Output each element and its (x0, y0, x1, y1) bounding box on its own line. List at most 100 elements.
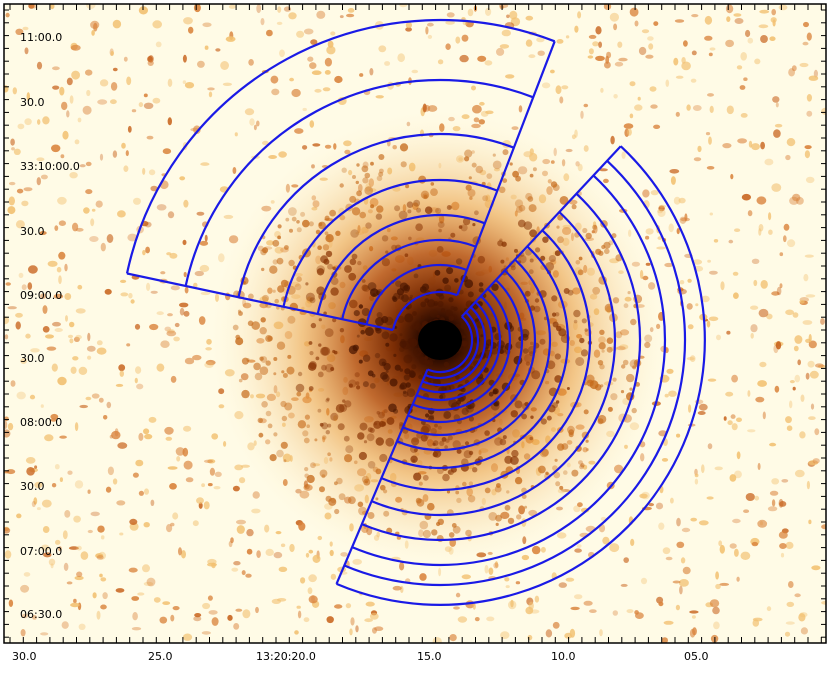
noise-speckle (44, 434, 54, 442)
right-sector-edge (460, 145, 622, 318)
noise-speckle (789, 400, 793, 409)
noise-speckle (174, 322, 180, 328)
noise-speckle (156, 311, 164, 316)
noise-speckle (179, 302, 189, 308)
core-speckle (456, 497, 462, 504)
noise-speckle (120, 279, 127, 283)
noise-speckle (57, 196, 67, 205)
core-speckle (468, 176, 472, 180)
core-speckle (436, 314, 440, 318)
noise-speckle (162, 148, 172, 155)
noise-speckle (799, 431, 806, 439)
core-speckle (575, 357, 585, 366)
noise-speckle (747, 37, 754, 44)
noise-speckle (346, 13, 355, 18)
right-sector-arc (421, 306, 487, 387)
noise-speckle (752, 619, 760, 627)
core-speckle (332, 318, 337, 323)
core-speckle (555, 481, 561, 487)
core-speckle (315, 229, 321, 235)
noise-speckle (58, 546, 62, 552)
core-speckle (317, 371, 324, 378)
noise-speckle (23, 572, 31, 577)
core-speckle (354, 372, 360, 378)
core-speckle (552, 321, 559, 328)
right-sector-arc (389, 245, 570, 469)
core-speckle (397, 315, 405, 323)
noise-speckle (20, 584, 30, 593)
noise-speckle (821, 107, 826, 115)
noise-speckle (666, 368, 674, 374)
noise-speckle (610, 135, 615, 145)
noise-speckle (686, 303, 693, 310)
noise-speckle (681, 527, 691, 533)
noise-speckle (743, 77, 748, 81)
noise-speckle (119, 532, 124, 536)
noise-speckle (727, 420, 733, 426)
noise-speckle (183, 199, 189, 208)
core-speckle (367, 370, 374, 377)
left-sector-arc (282, 178, 498, 307)
noise-speckle (648, 43, 654, 50)
noise-speckle (65, 315, 68, 322)
core-speckle (494, 485, 502, 493)
core-speckle (436, 521, 441, 527)
core-speckle (410, 324, 416, 331)
noise-speckle (709, 212, 713, 216)
core-speckle (403, 374, 410, 381)
y-tick-label: 30.0 (20, 96, 45, 109)
core-speckle (408, 338, 418, 347)
core-speckle (467, 495, 476, 503)
noise-speckle (809, 370, 819, 379)
noise-speckle (540, 546, 546, 553)
core-speckle (274, 298, 280, 304)
core-speckle (444, 445, 448, 449)
core-speckle (375, 327, 382, 334)
noise-speckle (334, 75, 343, 84)
core-speckle (334, 481, 338, 486)
noise-speckle (264, 524, 270, 533)
cluster-core-speckles (232, 143, 653, 542)
core-speckle (399, 282, 409, 291)
core-speckle (355, 381, 360, 386)
noise-speckle (305, 552, 310, 558)
noise-speckle (53, 293, 64, 299)
noise-speckle (307, 56, 314, 62)
noise-speckle (110, 82, 118, 91)
noise-speckle (706, 166, 715, 170)
noise-speckle (34, 465, 38, 469)
noise-speckle (214, 471, 222, 477)
noise-speckle (75, 334, 82, 340)
noise-speckle (330, 31, 336, 36)
core-speckle (304, 467, 309, 472)
core-speckle (464, 279, 474, 289)
core-speckle (342, 399, 346, 403)
core-speckle (370, 288, 379, 297)
noise-speckle (675, 604, 681, 611)
core-speckle (379, 168, 384, 174)
noise-speckle (244, 108, 255, 116)
core-speckle (630, 318, 637, 326)
noise-speckle (800, 627, 809, 635)
core-speckle (437, 221, 445, 229)
core-speckle (445, 309, 453, 317)
core-speckle (375, 317, 384, 326)
core-speckle (455, 375, 460, 380)
axis-ticks (4, 4, 826, 643)
left-sector-arc (125, 18, 556, 274)
noise-speckle (203, 501, 210, 510)
left-sector-arc (341, 238, 477, 320)
core-speckle (559, 485, 564, 490)
noise-speckle (228, 4, 236, 9)
noise-speckle (771, 478, 780, 485)
core-speckle (348, 496, 356, 505)
noise-speckle (202, 602, 211, 610)
noise-speckle (109, 434, 113, 439)
noise-speckle (24, 118, 32, 126)
noise-speckle (369, 612, 379, 620)
noise-speckle (812, 458, 820, 464)
noise-speckle (233, 561, 241, 566)
noise-speckle (592, 41, 599, 47)
noise-speckle (349, 628, 353, 636)
noise-speckle (806, 480, 811, 490)
